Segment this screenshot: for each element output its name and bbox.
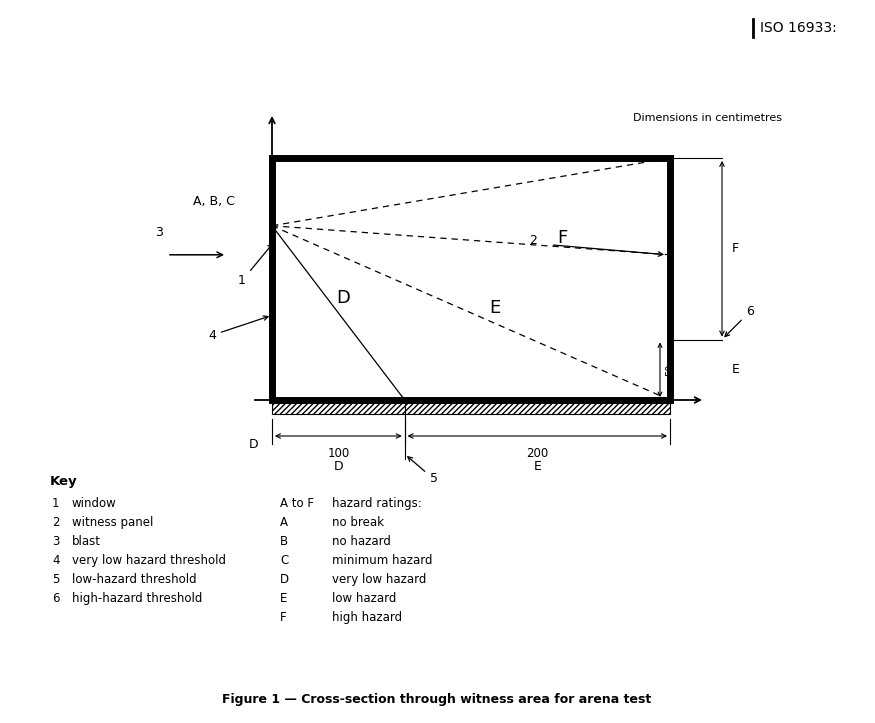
Text: D: D	[280, 573, 289, 586]
Text: 2: 2	[52, 516, 60, 529]
Text: very low hazard threshold: very low hazard threshold	[72, 554, 226, 567]
Text: 200: 200	[526, 447, 549, 460]
Text: 3: 3	[52, 535, 60, 548]
Text: 6: 6	[725, 305, 754, 336]
Text: F: F	[280, 611, 287, 624]
Text: D: D	[249, 439, 259, 451]
Text: witness panel: witness panel	[72, 516, 153, 529]
Text: 1: 1	[238, 244, 272, 287]
Text: A, B, C: A, B, C	[193, 195, 234, 208]
Text: window: window	[72, 497, 116, 510]
Text: F: F	[557, 229, 568, 247]
Text: A: A	[280, 516, 288, 529]
Text: 5: 5	[52, 573, 60, 586]
Text: C: C	[280, 554, 288, 567]
Text: 4: 4	[52, 554, 60, 567]
Text: D: D	[333, 460, 343, 473]
Text: 4: 4	[208, 316, 268, 342]
Text: Dimensions in centimetres: Dimensions in centimetres	[633, 113, 782, 123]
Text: low hazard: low hazard	[332, 592, 396, 605]
Text: 6: 6	[52, 592, 60, 605]
Text: hazard ratings:: hazard ratings:	[332, 497, 422, 510]
Text: 5: 5	[408, 457, 438, 486]
Text: 3: 3	[155, 226, 163, 239]
Text: 100: 100	[327, 447, 349, 460]
Text: ISO 16933:: ISO 16933:	[760, 21, 836, 35]
Text: Key: Key	[50, 475, 78, 488]
Text: very low hazard: very low hazard	[332, 573, 426, 586]
Text: high-hazard threshold: high-hazard threshold	[72, 592, 202, 605]
Text: no hazard: no hazard	[332, 535, 391, 548]
Text: B: B	[280, 535, 288, 548]
Text: low-hazard threshold: low-hazard threshold	[72, 573, 197, 586]
Text: minimum hazard: minimum hazard	[332, 554, 432, 567]
Bar	[272, 400, 670, 414]
Text: E: E	[534, 460, 542, 473]
Text: 2: 2	[528, 234, 536, 247]
Text: no break: no break	[332, 516, 384, 529]
Text: 1: 1	[52, 497, 60, 510]
Text: blast: blast	[72, 535, 101, 548]
Text: E: E	[280, 592, 287, 605]
Text: E: E	[489, 299, 500, 317]
Text: A to F: A to F	[280, 497, 314, 510]
Text: F: F	[732, 242, 739, 255]
Text: 50: 50	[665, 364, 675, 376]
Text: E: E	[732, 363, 740, 376]
Text: high hazard: high hazard	[332, 611, 402, 624]
Text: D: D	[337, 289, 351, 307]
Bar	[272, 158, 670, 400]
Text: Figure 1 — Cross-section through witness area for arena test: Figure 1 — Cross-section through witness…	[222, 693, 652, 706]
